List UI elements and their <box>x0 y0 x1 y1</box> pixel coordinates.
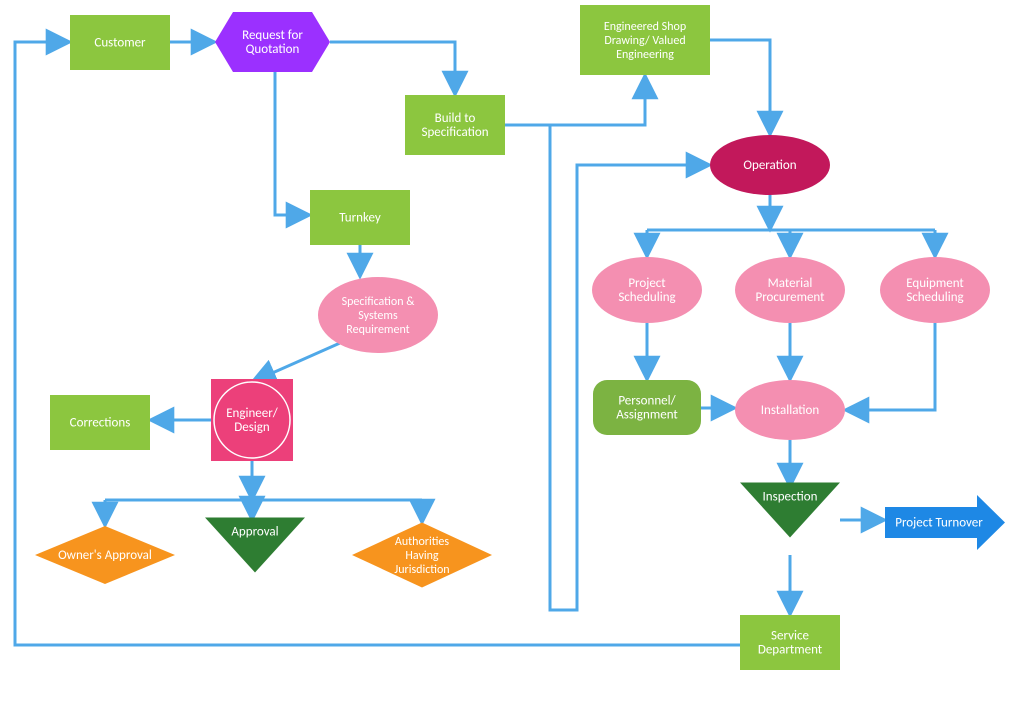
svg-text:Design: Design <box>234 420 270 435</box>
svg-text:Turnkey: Turnkey <box>339 211 381 226</box>
svg-text:Service: Service <box>771 629 809 644</box>
svg-text:Owner's Approval: Owner's Approval <box>58 548 152 563</box>
svg-text:Procurement: Procurement <box>756 290 826 305</box>
svg-text:Engineer/: Engineer/ <box>226 406 279 421</box>
svg-text:Project: Project <box>628 276 666 291</box>
svg-text:Operation: Operation <box>743 158 796 173</box>
svg-text:Project Turnover: Project Turnover <box>895 516 983 531</box>
svg-text:Request for: Request for <box>242 28 303 43</box>
svg-text:Specification &: Specification & <box>342 295 416 309</box>
svg-text:Inspection: Inspection <box>763 490 818 505</box>
svg-text:Equipment: Equipment <box>906 276 964 291</box>
svg-text:Installation: Installation <box>761 403 820 418</box>
svg-text:Drawing/ Valued: Drawing/ Valued <box>604 34 685 48</box>
svg-text:Material: Material <box>768 276 813 291</box>
svg-text:Scheduling: Scheduling <box>906 290 963 305</box>
svg-text:Customer: Customer <box>94 36 146 51</box>
svg-text:Requirement: Requirement <box>346 323 409 337</box>
svg-text:Specification: Specification <box>421 125 488 140</box>
svg-text:Assignment: Assignment <box>616 408 678 423</box>
svg-text:Authorities: Authorities <box>395 535 449 549</box>
svg-text:Build to: Build to <box>435 111 476 126</box>
svg-text:Systems: Systems <box>358 309 398 323</box>
svg-text:Corrections: Corrections <box>70 416 131 431</box>
svg-text:Scheduling: Scheduling <box>618 290 675 305</box>
svg-text:Approval: Approval <box>231 525 278 540</box>
svg-text:Personnel/: Personnel/ <box>618 394 676 409</box>
svg-text:Engineering: Engineering <box>616 48 674 62</box>
svg-text:Having: Having <box>405 549 439 563</box>
svg-text:Quotation: Quotation <box>246 42 300 57</box>
svg-text:Jurisdiction: Jurisdiction <box>394 563 449 577</box>
svg-text:Engineered Shop: Engineered Shop <box>604 20 686 34</box>
svg-text:Department: Department <box>758 643 823 658</box>
